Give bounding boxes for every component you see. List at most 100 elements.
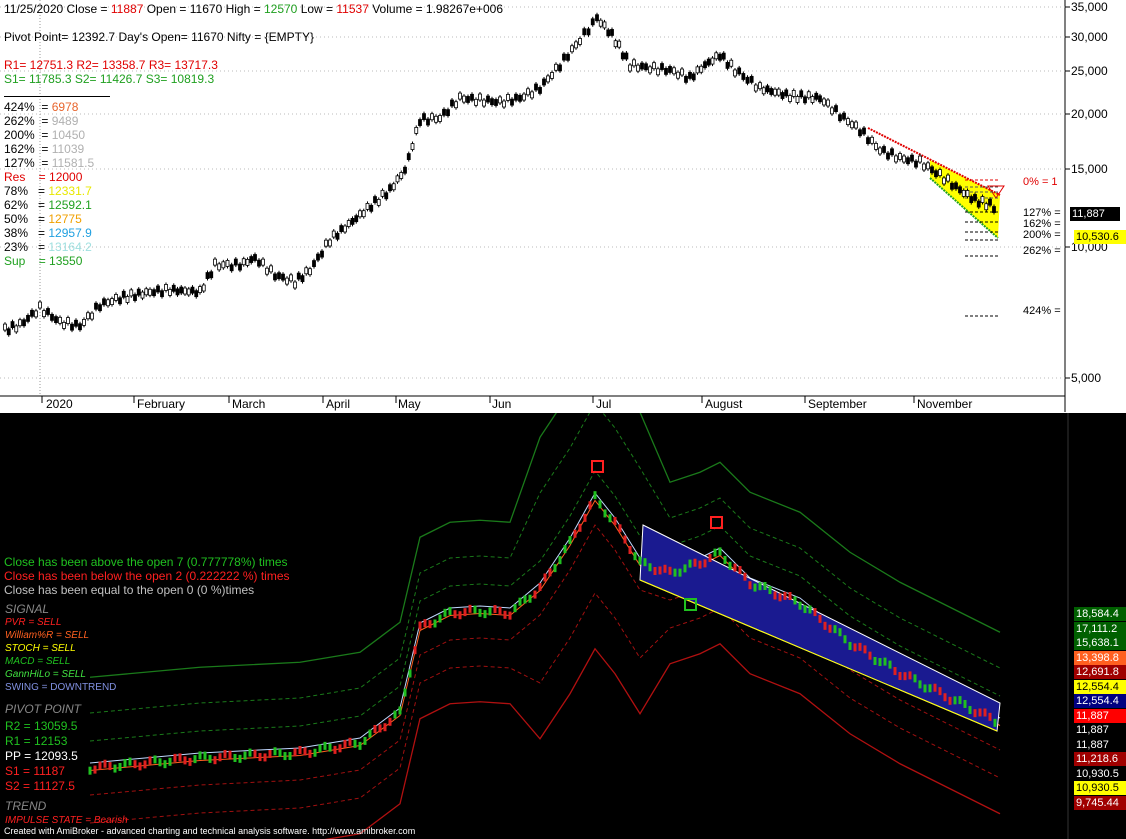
indicator-candle xyxy=(133,760,137,769)
indicator-candle xyxy=(903,672,907,681)
candle-body xyxy=(818,95,822,103)
candle-body xyxy=(168,289,172,296)
candle-body xyxy=(376,198,381,206)
indicator-candle xyxy=(913,674,917,683)
candle-body xyxy=(462,95,466,103)
candle-body xyxy=(554,63,558,71)
indicator-candle xyxy=(123,758,127,767)
candle-body xyxy=(265,267,269,275)
indicator-candle xyxy=(308,749,312,758)
indicator-candle xyxy=(378,724,382,733)
candle-body xyxy=(245,258,250,266)
indicator-candle xyxy=(988,712,992,721)
indicator-candle xyxy=(393,710,397,719)
indicator-candle xyxy=(843,635,847,644)
indicator-candle xyxy=(578,523,582,532)
indicator-candle xyxy=(153,755,157,764)
indicator-candle xyxy=(863,645,867,654)
indicator-candle xyxy=(788,592,792,601)
indicator-candle xyxy=(203,751,207,760)
candle-body xyxy=(791,90,796,97)
indicator-candle xyxy=(888,660,892,669)
candle-body xyxy=(293,281,297,289)
signal-pvr: PVR = SELL xyxy=(5,617,62,628)
candle-body xyxy=(86,312,90,320)
candle-body xyxy=(830,107,834,115)
candle-body xyxy=(706,58,711,66)
axis-label-35000: 35,000 xyxy=(1071,0,1108,14)
candle-body xyxy=(606,29,611,37)
indicator-candle xyxy=(418,621,422,630)
candle-body xyxy=(426,118,430,126)
candle-body xyxy=(474,98,478,106)
indicator-candle xyxy=(968,706,972,715)
candle-body xyxy=(758,82,762,90)
candle-body xyxy=(602,21,607,29)
indicator-candle xyxy=(458,611,462,620)
candle-body xyxy=(190,286,195,294)
candle-body xyxy=(106,299,110,307)
candle-body xyxy=(745,76,750,84)
candle-body xyxy=(894,155,898,163)
fib-label: 262% = xyxy=(4,114,52,128)
lower-band-mid xyxy=(89,592,1001,824)
candle-body xyxy=(221,261,226,269)
candle-body xyxy=(304,267,309,275)
candle-body xyxy=(795,96,800,103)
candle-body xyxy=(30,309,34,317)
indicator-candle xyxy=(453,610,457,619)
indicator-canvas[interactable] xyxy=(0,413,1126,839)
fib-value: 12775 xyxy=(48,212,82,226)
candle-body xyxy=(958,186,962,194)
lower-band-outer xyxy=(324,642,1001,839)
indicator-candle xyxy=(148,756,152,765)
indicator-candle xyxy=(108,762,112,771)
price-chart-pane[interactable]: 11/25/2020 Close = 11887 Open = 11670 Hi… xyxy=(0,0,1126,413)
indicator-candle xyxy=(768,586,772,595)
candle-body xyxy=(988,198,992,206)
target-price-badge: 10,530.6 xyxy=(1074,230,1126,244)
indicator-candle xyxy=(533,590,537,599)
month-label-august: August xyxy=(705,397,743,411)
indicator-candle xyxy=(948,696,952,705)
indicator-candle xyxy=(188,757,192,766)
indicator-candle xyxy=(483,610,487,619)
right-fib-127: 127% = xyxy=(1023,207,1061,219)
candle-body xyxy=(660,63,664,70)
fib-label: 38% = xyxy=(4,226,49,240)
candle-body xyxy=(46,308,50,315)
indicator-candle xyxy=(963,699,967,708)
pivot-s2: S2 = 11127.5 xyxy=(5,779,75,793)
indicator-pane[interactable]: Close has been above the open 7 (0.77777… xyxy=(0,413,1126,839)
fib-row: 62% = 12592.1 xyxy=(4,198,92,212)
candle-body xyxy=(628,64,632,72)
candle-body xyxy=(26,315,30,322)
indicator-candle xyxy=(953,696,957,705)
candle-body xyxy=(414,126,419,134)
candle-body xyxy=(838,114,842,122)
indicator-candle xyxy=(713,548,717,557)
candle-body xyxy=(365,203,370,210)
fib-row: 38% = 12957.9 xyxy=(4,226,92,240)
candle-body xyxy=(518,94,522,102)
indicator-candle xyxy=(873,656,877,665)
indicator-candle xyxy=(648,563,652,572)
indicator-candle xyxy=(613,516,617,525)
price-chart-canvas[interactable] xyxy=(0,0,1126,413)
candle-body xyxy=(684,75,688,83)
candle-body xyxy=(773,88,777,96)
candle-body xyxy=(175,288,180,296)
high-value: 12570 xyxy=(263,2,298,16)
indicator-candle xyxy=(753,583,757,592)
indicator-candle xyxy=(468,604,472,613)
indicator-candle xyxy=(538,582,542,591)
indicator-candle xyxy=(238,754,242,763)
fib-row: 50% = 12775 xyxy=(4,212,82,226)
candle-body xyxy=(343,225,347,233)
low-value: 11537 xyxy=(336,2,369,16)
candle-body xyxy=(486,95,490,103)
indicator-value-tag: 17,111.2 xyxy=(1074,621,1126,636)
candle-body xyxy=(273,273,277,281)
candle-body xyxy=(253,254,257,261)
indicator-candle xyxy=(868,651,872,660)
